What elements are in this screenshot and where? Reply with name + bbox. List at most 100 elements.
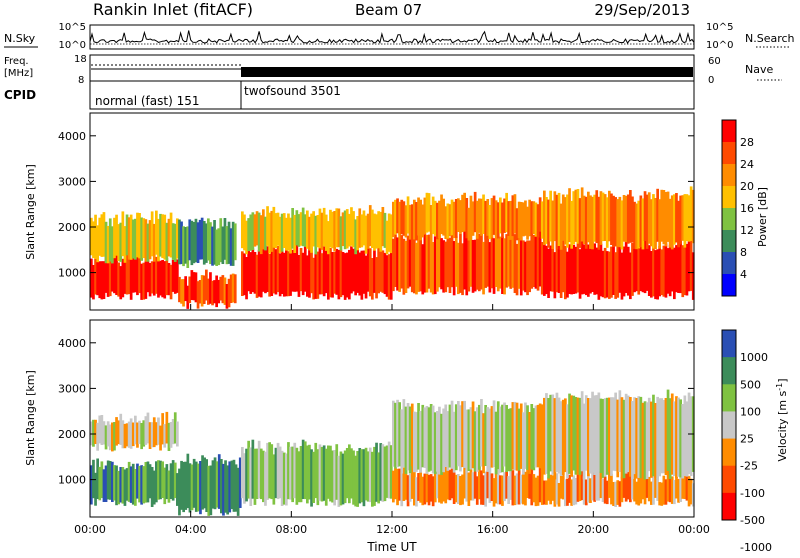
heatmap-cell	[381, 207, 385, 247]
heatmap-cell	[591, 472, 594, 501]
heatmap-cell	[253, 214, 257, 247]
heatmap-cell	[438, 200, 441, 239]
y-tick-label: 2000	[58, 428, 86, 441]
heatmap-cell	[155, 256, 158, 294]
heatmap-cell	[442, 465, 445, 502]
heatmap-cell	[643, 474, 647, 505]
heatmap-cell	[670, 195, 674, 250]
heatmap-cell	[610, 193, 613, 245]
heatmap-cell	[691, 252, 695, 300]
colorbar-tick-label: 24	[740, 158, 754, 171]
heatmap-cell	[241, 251, 244, 296]
heatmap-cell	[266, 246, 269, 292]
heatmap-cell	[555, 392, 559, 473]
cpid-segment-normal: normal (fast) 151	[95, 94, 199, 108]
heatmap-cell	[245, 448, 248, 502]
heatmap-cell	[165, 222, 169, 261]
heatmap-cell	[679, 399, 682, 478]
heatmap-cell	[679, 195, 682, 245]
heatmap-cell	[316, 449, 320, 506]
heatmap-cell	[392, 238, 395, 292]
colorbar-tick-label: 25	[740, 433, 754, 446]
heatmap-cell	[98, 466, 102, 501]
colorbar-segment	[722, 330, 736, 358]
heatmap-cell	[601, 399, 605, 478]
heatmap-cell	[618, 243, 622, 293]
heatmap-cell	[595, 247, 599, 295]
heatmap-cell	[633, 243, 636, 293]
heatmap-cell	[450, 400, 454, 469]
colorbar-tick-label: 16	[740, 202, 754, 215]
colorbar-tick-label: -1000	[740, 541, 772, 554]
heatmap-cell	[111, 461, 114, 502]
freq-label-top: Freq.	[4, 56, 29, 67]
heatmap-cell	[226, 465, 229, 515]
heatmap-cell	[308, 247, 311, 298]
heatmap-cell	[436, 238, 439, 292]
heatmap-cell	[549, 474, 552, 505]
heatmap-cell	[551, 200, 555, 249]
heatmap-cell	[406, 235, 410, 289]
heatmap-cell	[545, 480, 548, 505]
heatmap-cell	[301, 252, 305, 296]
heatmap-cell	[291, 446, 294, 503]
y-tick-label: 3000	[58, 382, 86, 395]
heatmap-cell	[375, 442, 378, 502]
heatmap-cell	[534, 405, 538, 468]
heatmap-cell	[639, 477, 643, 504]
heatmap-cell	[335, 248, 339, 295]
heatmap-cell	[614, 481, 617, 507]
heatmap-cell	[431, 196, 435, 235]
velocity-colorbar-label-sup: -1	[775, 383, 784, 391]
heatmap-cell	[106, 460, 110, 500]
heatmap-cell	[643, 239, 647, 294]
heatmap-cell	[417, 233, 420, 292]
heatmap-cell	[503, 238, 506, 295]
heatmap-cell	[150, 211, 154, 257]
heatmap-cell	[494, 200, 498, 237]
heatmap-cell	[350, 207, 353, 246]
heatmap-cell	[180, 279, 183, 304]
heatmap-cell	[245, 220, 248, 255]
heatmap-cell	[348, 249, 351, 300]
heatmap-cell	[354, 247, 357, 296]
heatmap-cell	[402, 467, 406, 501]
colorbar-tick-label: -100	[740, 487, 765, 500]
heatmap-cell	[574, 189, 578, 242]
heatmap-cell	[614, 197, 617, 247]
heatmap-cell	[599, 398, 603, 473]
heatmap-cell	[519, 474, 523, 504]
heatmap-cell	[385, 220, 389, 255]
heatmap-cell	[545, 245, 548, 295]
heatmap-cell	[102, 261, 106, 299]
heatmap-cell	[691, 189, 695, 244]
heatmap-cell	[127, 257, 131, 295]
heatmap-cell	[178, 219, 181, 265]
heatmap-cell	[599, 191, 603, 245]
heatmap-cell	[131, 463, 135, 505]
heatmap-cell	[320, 212, 324, 250]
heatmap-cell	[650, 401, 653, 478]
heatmap-cell	[442, 408, 445, 473]
heatmap-cell	[282, 213, 286, 248]
heatmap-cell	[100, 261, 104, 300]
heatmap-cell	[314, 442, 318, 499]
heatmap-cell	[188, 219, 192, 261]
heatmap-cell	[241, 447, 244, 499]
heatmap-cell	[612, 397, 615, 471]
heatmap-cell	[104, 465, 108, 502]
nave-dense-block	[241, 67, 693, 77]
heatmap-cell	[524, 471, 527, 506]
heatmap-cell	[478, 198, 481, 233]
heatmap-cell	[545, 197, 548, 244]
heatmap-cell	[681, 195, 685, 241]
noise-tick-bottom: 10^0	[59, 40, 86, 51]
heatmap-cell	[404, 240, 408, 293]
heatmap-cell	[574, 397, 578, 475]
heatmap-cell	[209, 465, 213, 516]
heatmap-cell	[597, 392, 601, 472]
heatmap-cell	[538, 403, 542, 469]
heatmap-cell	[499, 406, 502, 473]
heatmap-cell	[645, 239, 649, 291]
heatmap-cell	[499, 236, 502, 289]
